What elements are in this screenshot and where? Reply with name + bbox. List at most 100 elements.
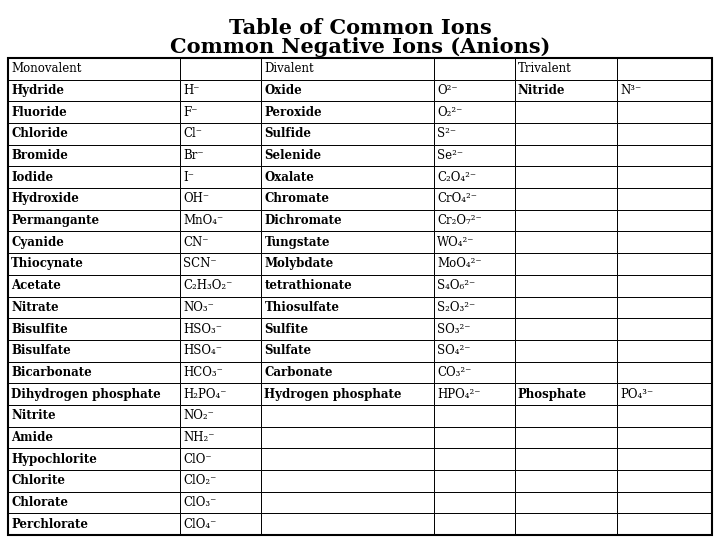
Bar xyxy=(8,470,181,491)
Text: Hydrogen phosphate: Hydrogen phosphate xyxy=(264,388,402,401)
Text: S²⁻: S²⁻ xyxy=(437,127,456,140)
Text: Monovalent: Monovalent xyxy=(11,62,81,76)
Text: CrO₄²⁻: CrO₄²⁻ xyxy=(437,192,477,205)
Text: Hypochlorite: Hypochlorite xyxy=(11,453,97,465)
Text: Oxalate: Oxalate xyxy=(264,171,315,184)
Text: C₂H₃O₂⁻: C₂H₃O₂⁻ xyxy=(184,279,233,292)
Bar xyxy=(617,166,712,188)
Text: S₂O₃²⁻: S₂O₃²⁻ xyxy=(437,301,475,314)
Bar xyxy=(181,470,261,491)
Bar xyxy=(434,405,515,427)
Text: Nitrate: Nitrate xyxy=(11,301,58,314)
Bar xyxy=(181,58,261,80)
Bar xyxy=(8,210,181,232)
Bar xyxy=(434,210,515,232)
Bar xyxy=(617,102,712,123)
Text: Tungstate: Tungstate xyxy=(264,236,330,249)
Bar xyxy=(261,296,434,318)
Bar xyxy=(617,448,712,470)
Bar xyxy=(8,405,181,427)
Text: ClO₂⁻: ClO₂⁻ xyxy=(184,474,217,487)
Text: Carbonate: Carbonate xyxy=(264,366,333,379)
Text: ClO₃⁻: ClO₃⁻ xyxy=(184,496,217,509)
Bar xyxy=(261,383,434,405)
Bar xyxy=(434,188,515,210)
Bar xyxy=(181,318,261,340)
Text: HSO₃⁻: HSO₃⁻ xyxy=(184,322,222,335)
Text: Amide: Amide xyxy=(11,431,53,444)
Bar xyxy=(181,362,261,383)
Text: Permangante: Permangante xyxy=(11,214,99,227)
Text: N³⁻: N³⁻ xyxy=(620,84,642,97)
Bar xyxy=(8,253,181,275)
Bar xyxy=(261,491,434,514)
Text: Cr₂O₇²⁻: Cr₂O₇²⁻ xyxy=(437,214,482,227)
Text: Dichromate: Dichromate xyxy=(264,214,342,227)
Bar xyxy=(434,491,515,514)
Bar xyxy=(515,340,617,362)
Text: CO₃²⁻: CO₃²⁻ xyxy=(437,366,472,379)
Bar xyxy=(8,188,181,210)
Text: Perchlorate: Perchlorate xyxy=(11,518,88,531)
Text: I⁻: I⁻ xyxy=(184,171,194,184)
Text: ClO⁻: ClO⁻ xyxy=(184,453,212,465)
Bar xyxy=(515,491,617,514)
Text: F⁻: F⁻ xyxy=(184,106,198,119)
Bar xyxy=(181,448,261,470)
Bar xyxy=(8,296,181,318)
Text: Nitride: Nitride xyxy=(518,84,565,97)
Bar xyxy=(8,58,181,80)
Bar xyxy=(515,448,617,470)
Text: Thiosulfate: Thiosulfate xyxy=(264,301,339,314)
Bar xyxy=(8,145,181,166)
Text: O₂²⁻: O₂²⁻ xyxy=(437,106,462,119)
Text: Chloride: Chloride xyxy=(11,127,68,140)
Text: H⁻: H⁻ xyxy=(184,84,200,97)
Bar xyxy=(515,383,617,405)
Bar xyxy=(261,145,434,166)
Bar xyxy=(617,383,712,405)
Text: Cyanide: Cyanide xyxy=(11,236,64,249)
Text: Sulfide: Sulfide xyxy=(264,127,312,140)
Bar xyxy=(434,145,515,166)
Text: ClO₄⁻: ClO₄⁻ xyxy=(184,518,217,531)
Bar xyxy=(8,427,181,448)
Text: HPO₄²⁻: HPO₄²⁻ xyxy=(437,388,480,401)
Text: Acetate: Acetate xyxy=(11,279,61,292)
Text: Bromide: Bromide xyxy=(11,149,68,162)
Bar xyxy=(617,210,712,232)
Bar xyxy=(434,470,515,491)
Bar xyxy=(8,275,181,296)
Text: S₄O₆²⁻: S₄O₆²⁻ xyxy=(437,279,475,292)
Text: Table of Common Ions: Table of Common Ions xyxy=(229,18,491,38)
Bar xyxy=(515,188,617,210)
Text: Chlorite: Chlorite xyxy=(11,474,65,487)
Bar xyxy=(261,123,434,145)
Text: Trivalent: Trivalent xyxy=(518,62,572,76)
Bar xyxy=(515,253,617,275)
Bar xyxy=(8,166,181,188)
Bar xyxy=(261,514,434,535)
Bar xyxy=(181,340,261,362)
Bar xyxy=(181,80,261,102)
Text: Sulfite: Sulfite xyxy=(264,322,309,335)
Bar xyxy=(261,318,434,340)
Bar xyxy=(434,362,515,383)
Text: PO₄³⁻: PO₄³⁻ xyxy=(620,388,653,401)
Bar xyxy=(617,123,712,145)
Bar xyxy=(8,232,181,253)
Text: Hydroxide: Hydroxide xyxy=(11,192,79,205)
Text: Sulfate: Sulfate xyxy=(264,344,312,357)
Bar xyxy=(8,491,181,514)
Bar xyxy=(434,383,515,405)
Bar xyxy=(617,296,712,318)
Text: WO₄²⁻: WO₄²⁻ xyxy=(437,236,474,249)
Text: Peroxide: Peroxide xyxy=(264,106,322,119)
Bar xyxy=(515,296,617,318)
Text: Bisulfite: Bisulfite xyxy=(11,322,68,335)
Bar xyxy=(434,340,515,362)
Text: Br⁻: Br⁻ xyxy=(184,149,204,162)
Bar xyxy=(617,362,712,383)
Bar xyxy=(515,427,617,448)
Bar xyxy=(617,58,712,80)
